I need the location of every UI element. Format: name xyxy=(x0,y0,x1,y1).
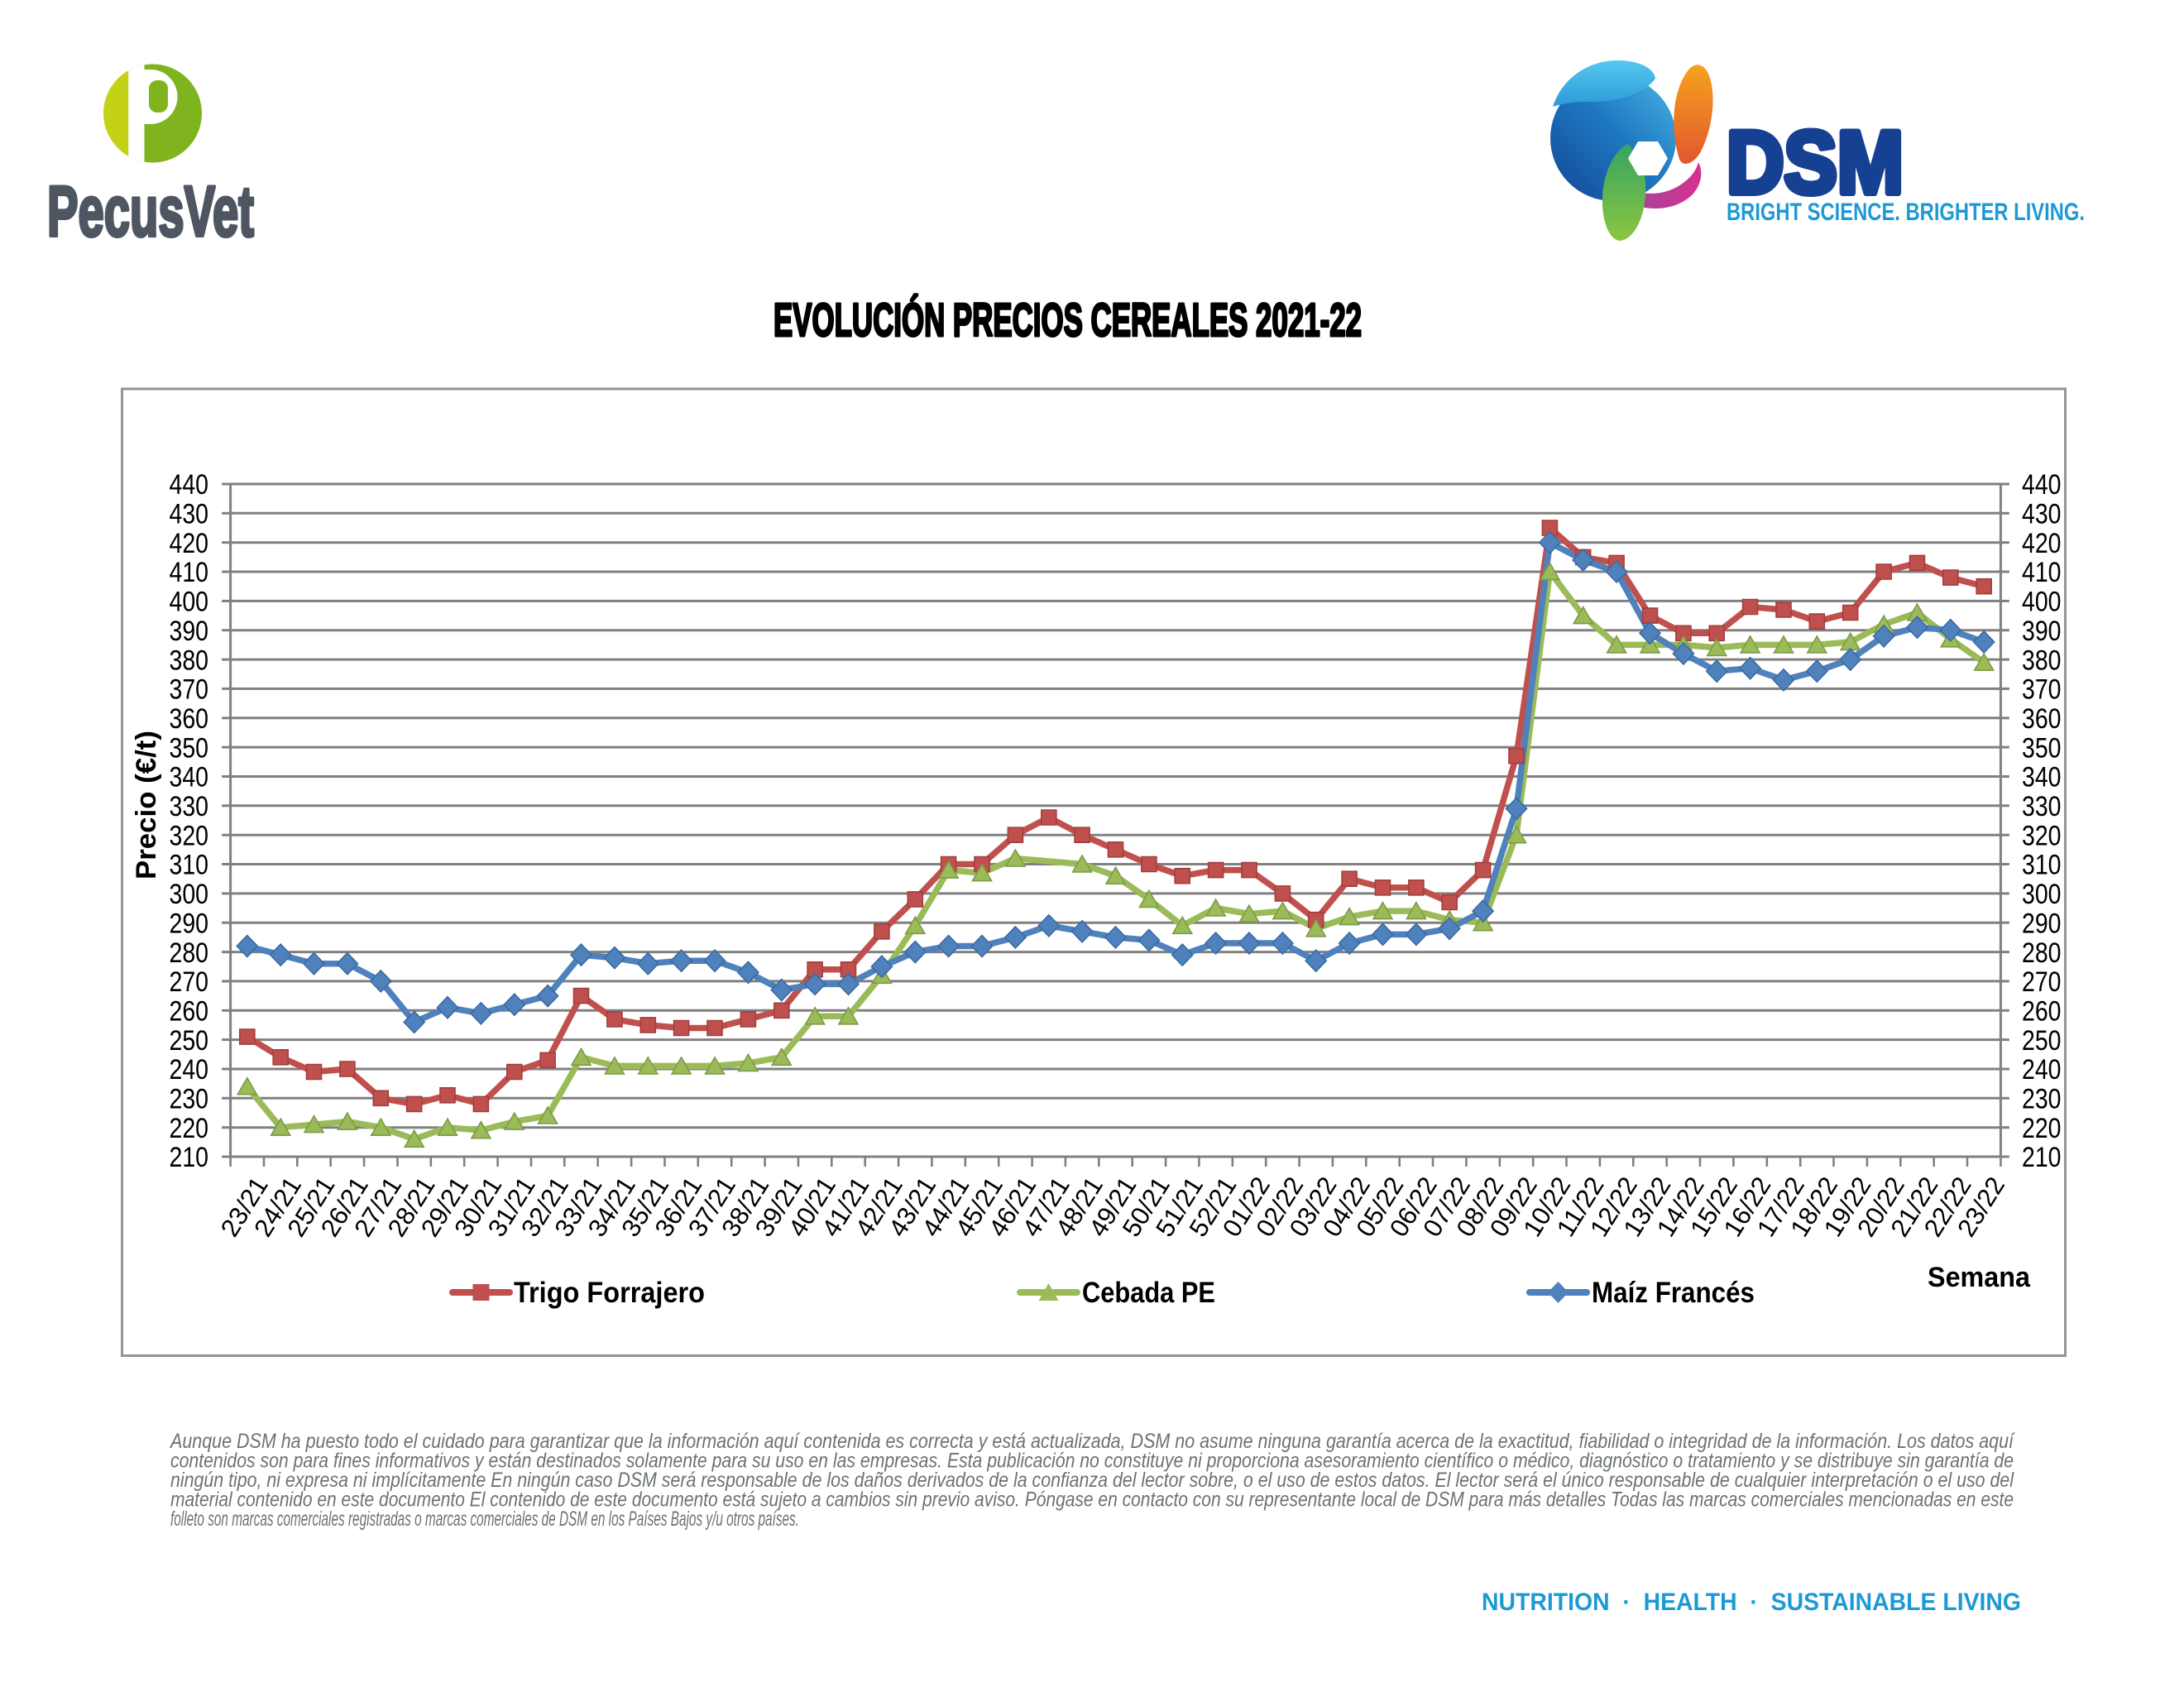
svg-text:DSM: DSM xyxy=(1727,113,1904,212)
svg-text:370: 370 xyxy=(2022,674,2062,706)
svg-text:250: 250 xyxy=(2022,1025,2062,1057)
svg-text:220: 220 xyxy=(170,1113,209,1144)
svg-text:340: 340 xyxy=(170,762,209,793)
svg-text:370: 370 xyxy=(170,674,209,706)
svg-text:280: 280 xyxy=(170,937,209,969)
svg-text:Trigo Forrajero: Trigo Forrajero xyxy=(514,1277,705,1309)
svg-text:390: 390 xyxy=(2022,616,2062,647)
svg-text:NUTRITION · HEALTH · SUSTA: NUTRITION · HEALTH · SUSTAINABLE LIVING xyxy=(1482,1589,2021,1616)
svg-text:330: 330 xyxy=(2022,791,2062,822)
svg-text:290: 290 xyxy=(2022,908,2062,939)
svg-text:290: 290 xyxy=(170,908,209,939)
svg-text:Aunque DSM ha puesto todo el c: Aunque DSM ha puesto todo el cuidado par… xyxy=(169,1430,2014,1453)
svg-text:410: 410 xyxy=(2022,557,2062,588)
svg-text:360: 360 xyxy=(2022,703,2062,735)
svg-text:260: 260 xyxy=(170,996,209,1028)
svg-text:270: 270 xyxy=(170,966,209,998)
svg-text:folleto son marcas comerciales: folleto son marcas comerciales registrad… xyxy=(170,1507,799,1531)
svg-text:430: 430 xyxy=(170,499,209,530)
svg-text:Semana: Semana xyxy=(1928,1262,2031,1293)
svg-text:210: 210 xyxy=(170,1142,209,1173)
svg-text:EVOLUCIÓN PRECIOS CEREALES 202: EVOLUCIÓN PRECIOS CEREALES 2021-22 xyxy=(774,294,1362,347)
svg-text:300: 300 xyxy=(2022,879,2062,910)
svg-text:420: 420 xyxy=(170,528,209,559)
svg-text:330: 330 xyxy=(170,791,209,822)
svg-text:Maíz Francés: Maíz Francés xyxy=(1592,1277,1755,1309)
svg-text:350: 350 xyxy=(2022,732,2062,764)
svg-text:250: 250 xyxy=(170,1025,209,1057)
svg-text:Precio (€/t): Precio (€/t) xyxy=(131,731,162,880)
svg-text:300: 300 xyxy=(170,879,209,910)
svg-text:410: 410 xyxy=(170,557,209,588)
svg-text:310: 310 xyxy=(2022,850,2062,881)
svg-text:340: 340 xyxy=(2022,762,2062,793)
svg-text:310: 310 xyxy=(170,850,209,881)
svg-text:430: 430 xyxy=(2022,499,2062,530)
svg-text:230: 230 xyxy=(170,1084,209,1115)
svg-text:230: 230 xyxy=(2022,1084,2062,1115)
svg-text:220: 220 xyxy=(2022,1113,2062,1144)
svg-text:360: 360 xyxy=(170,703,209,735)
svg-text:260: 260 xyxy=(2022,996,2062,1028)
svg-text:ningún tipo, ni expresa ni imp: ningún tipo, ni expresa ni implícitament… xyxy=(170,1469,2014,1492)
svg-text:material contenido en este doc: material contenido en este documento El … xyxy=(170,1488,2014,1512)
svg-text:400: 400 xyxy=(2022,587,2062,618)
svg-text:240: 240 xyxy=(2022,1054,2062,1086)
svg-text:440: 440 xyxy=(2022,469,2062,501)
svg-text:380: 380 xyxy=(2022,645,2062,676)
svg-text:320: 320 xyxy=(170,820,209,851)
svg-text:210: 210 xyxy=(2022,1142,2062,1173)
svg-text:350: 350 xyxy=(170,732,209,764)
svg-text:400: 400 xyxy=(170,587,209,618)
svg-text:contenidos son para fines info: contenidos son para fines informativos y… xyxy=(170,1450,2014,1473)
svg-text:Cebada PE: Cebada PE xyxy=(1082,1277,1215,1309)
svg-text:240: 240 xyxy=(170,1054,209,1086)
svg-text:380: 380 xyxy=(170,645,209,676)
svg-text:320: 320 xyxy=(2022,820,2062,851)
svg-text:PecusVet: PecusVet xyxy=(47,172,254,252)
svg-text:420: 420 xyxy=(2022,528,2062,559)
svg-text:270: 270 xyxy=(2022,966,2062,998)
svg-text:280: 280 xyxy=(2022,937,2062,969)
svg-text:BRIGHT SCIENCE. BRIGHTER LIVIN: BRIGHT SCIENCE. BRIGHTER LIVING. xyxy=(1727,199,2085,226)
svg-text:390: 390 xyxy=(170,616,209,647)
svg-text:440: 440 xyxy=(170,469,209,501)
